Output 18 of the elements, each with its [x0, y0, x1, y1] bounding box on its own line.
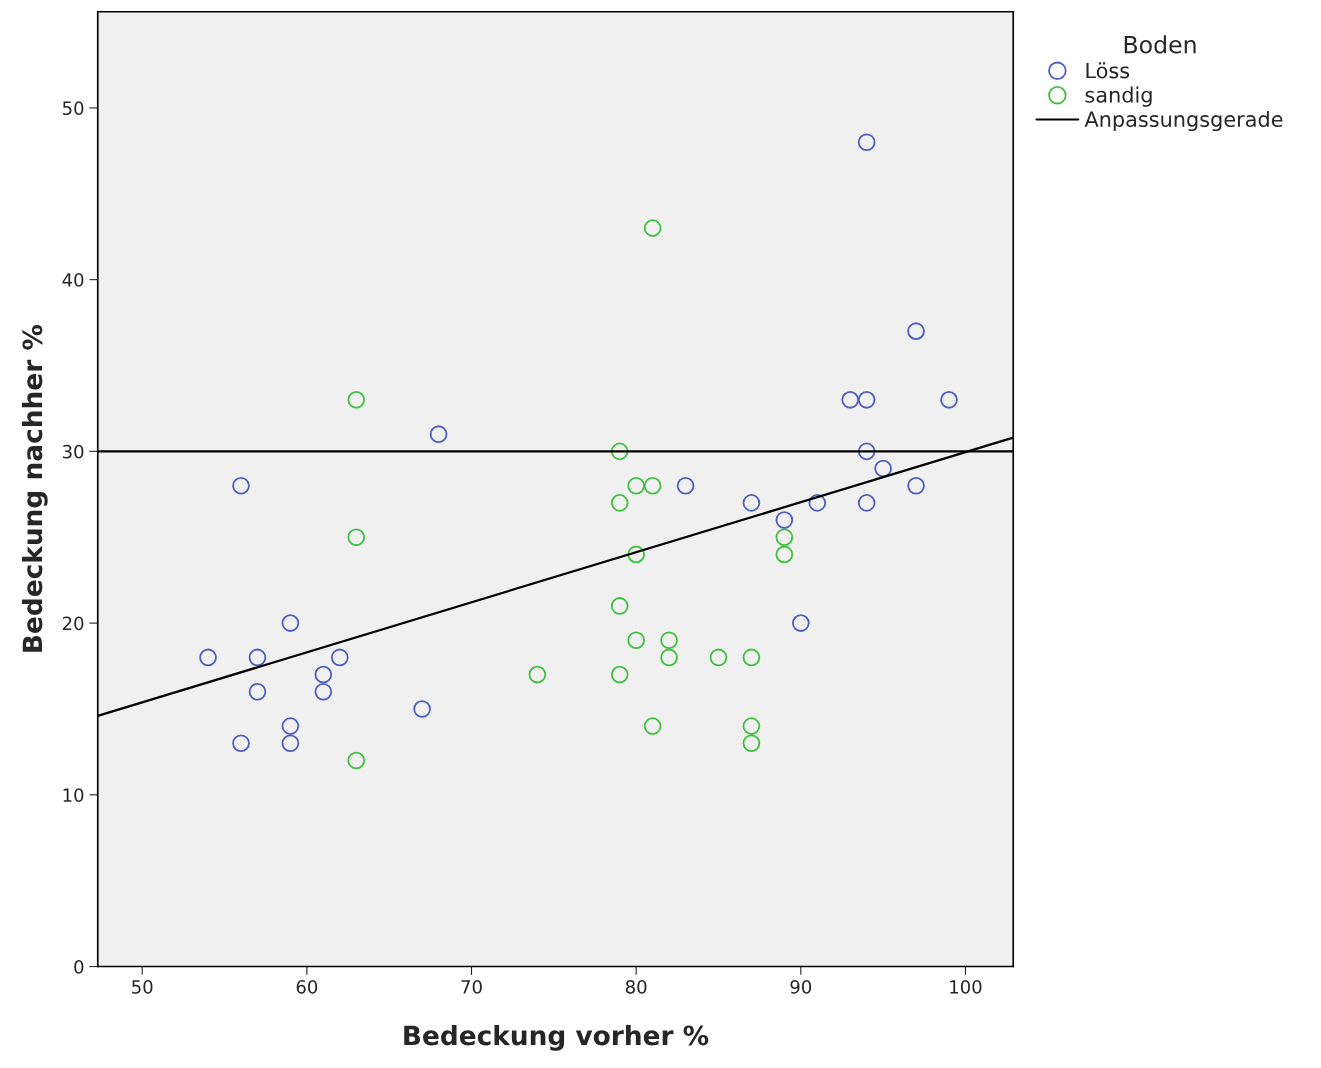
legend-label: sandig — [1085, 86, 1152, 107]
legend-label: Löss — [1086, 62, 1130, 79]
y-tick-label: 0 — [74, 960, 84, 974]
legend-label: Anpassungsgerade — [1084, 110, 1283, 132]
x-tick-label: 100 — [950, 980, 982, 994]
x-tick-label: 60 — [296, 980, 318, 994]
y-tick-label: 10 — [63, 788, 84, 802]
x-axis-title: Bedeckung vorher % — [404, 1024, 709, 1051]
y-tick-label: 50 — [62, 101, 84, 116]
y-tick-label: 30 — [62, 444, 84, 459]
y-tick-label: 20 — [62, 616, 84, 631]
x-tick-label: 50 — [132, 980, 153, 994]
legend-title: Boden — [1124, 35, 1196, 54]
y-tick-label: 40 — [62, 273, 84, 287]
x-tick-label: 80 — [625, 980, 647, 994]
y-axis-title: Bedeckung nachher % — [21, 324, 48, 652]
x-tick-label: 70 — [461, 980, 482, 994]
x-tick-label: 90 — [790, 980, 812, 994]
